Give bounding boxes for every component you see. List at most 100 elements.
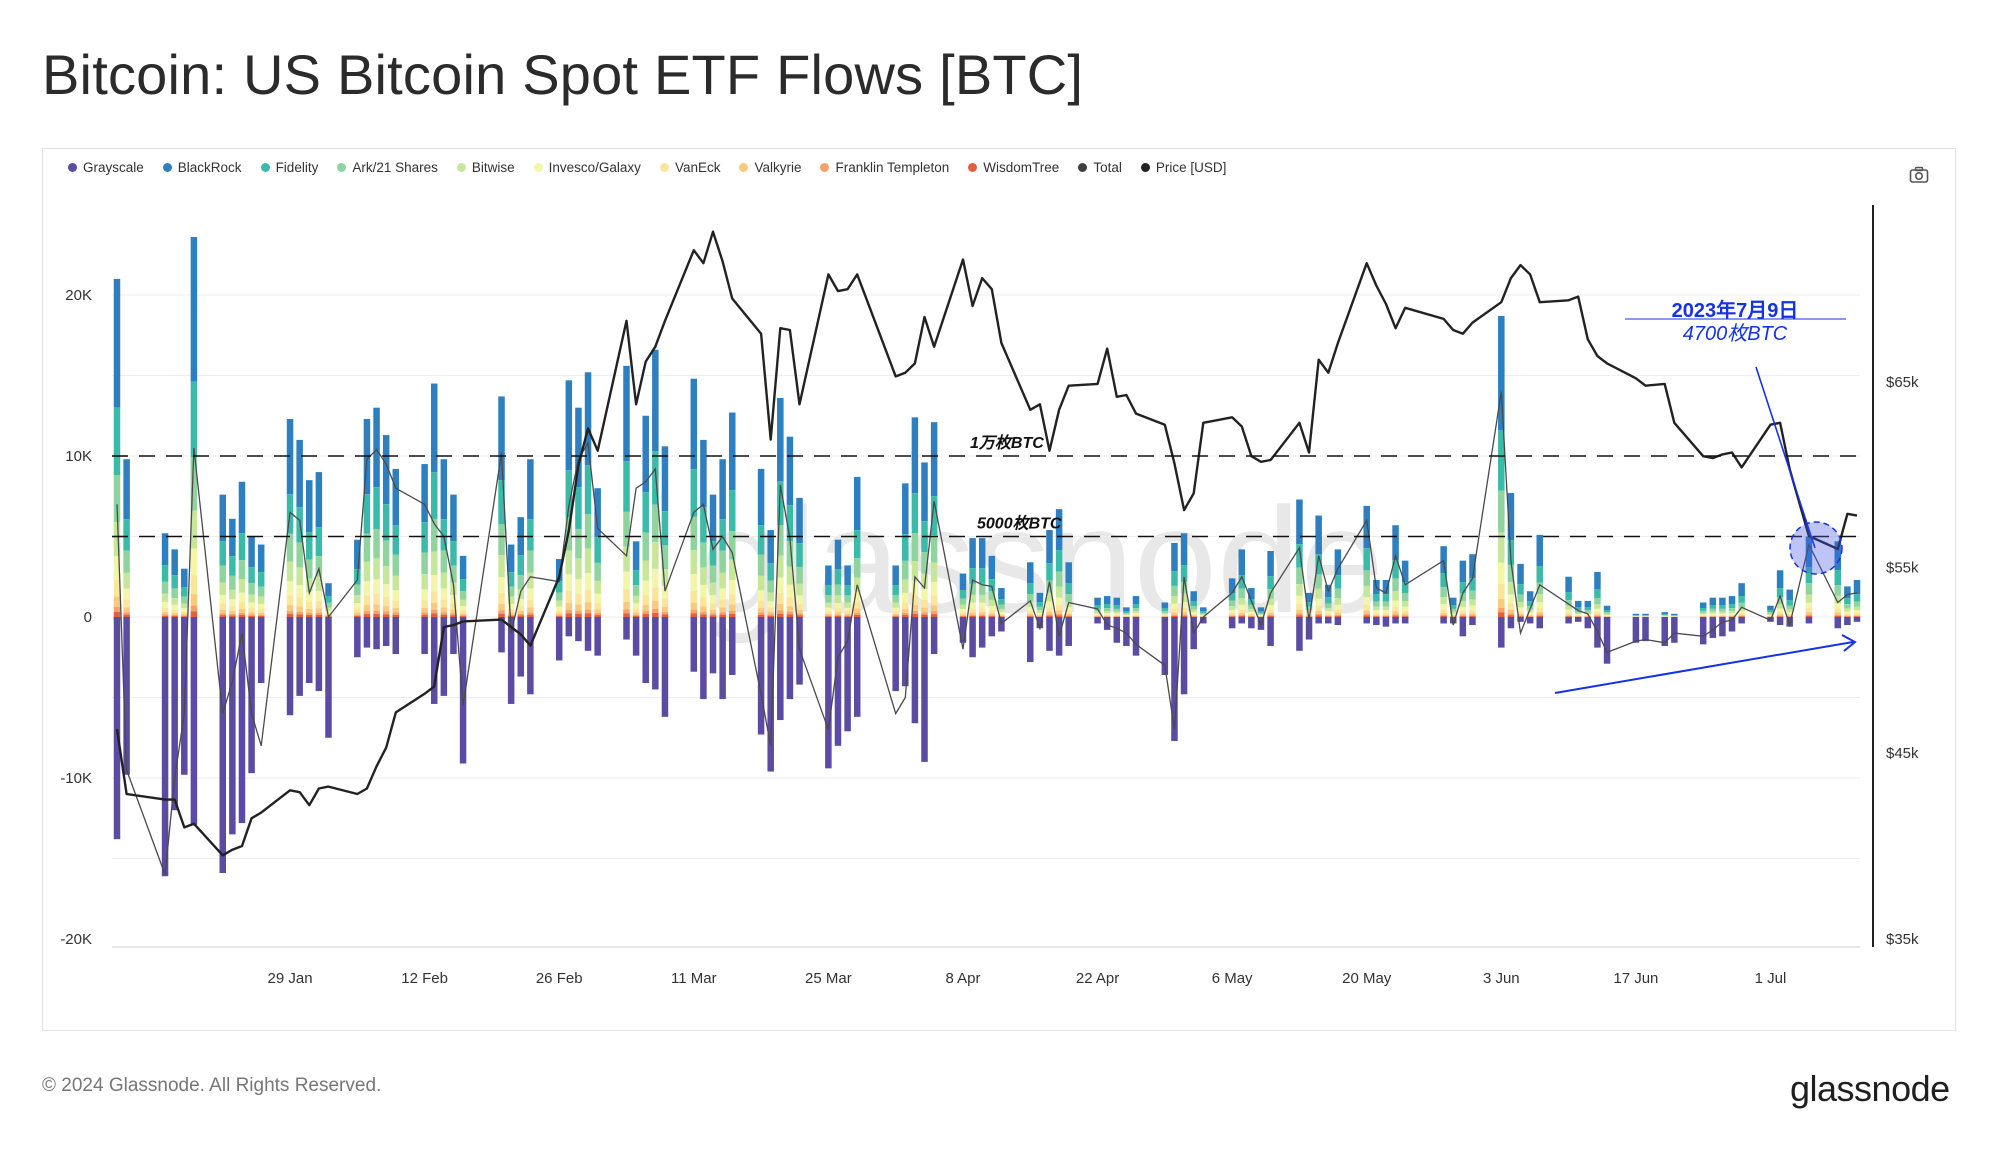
bar-segment [1719,605,1726,609]
bar-segment [113,606,121,612]
bar-segment-blackrock [757,468,765,526]
bar-segment [181,616,188,618]
bar-segment [642,560,649,581]
legend-item[interactable]: Franklin Templeton [820,160,949,175]
bar-segment [728,610,736,614]
bar-segment [527,572,534,589]
bar-segment [988,579,996,592]
bar-segment-blackrock [1315,515,1322,555]
bar-segment [1171,608,1178,613]
bar-segment [1632,615,1640,616]
bar-segment [786,566,794,585]
bar-segment [1392,611,1399,615]
bar-segment [998,608,1005,612]
bar-segment [565,550,573,575]
bar-segment [584,602,592,610]
x-tick-label: 6 May [1212,970,1253,987]
bar-segment-blackrock [1507,493,1515,541]
bar-segment [709,582,717,595]
bar-segment-grayscale [1238,617,1246,624]
bar-segment [1113,605,1121,609]
legend-item[interactable]: Invesco/Galaxy [533,160,641,175]
bar-segment [1719,611,1726,614]
bar-segment-grayscale [229,617,236,835]
bar-segment-blackrock [902,483,909,535]
bar-segment [584,613,592,620]
bar-segment [1776,597,1784,604]
bar-segment [392,590,400,601]
bar-segment-grayscale [1498,617,1505,648]
bar-segment [171,598,178,605]
bar-segment-blackrock [1267,550,1274,577]
legend-item[interactable]: Valkyrie [739,160,801,175]
bar-segment [1786,615,1793,617]
legend-label: BlackRock [177,160,242,175]
bar-segment [1738,615,1745,617]
bar-segment [555,606,563,611]
bar-segment [1834,614,1842,616]
bar-segment [1228,610,1236,613]
bar-segment [440,572,448,589]
bar-segment [1565,614,1572,616]
bar-segment [123,612,130,615]
bar-segment [777,577,784,593]
bar-segment [229,599,236,607]
bar-segment [757,612,765,615]
bar-segment [430,574,438,592]
legend-item[interactable]: Fidelity [260,160,318,175]
bar-segment [728,604,736,611]
bar-segment [642,492,649,533]
bar-segment [1440,597,1447,605]
bar-segment [1171,614,1178,616]
legend-item[interactable]: Total [1078,160,1122,175]
bar-segment [1382,612,1390,615]
bar-segment-blackrock [1565,576,1572,593]
bar-segment [161,565,169,582]
bar-segment-blackrock [623,365,630,462]
bar-segment [238,612,246,615]
bar-segment [1574,607,1582,611]
bar-segment [777,481,784,526]
legend-item[interactable]: Bitwise [456,160,515,175]
bar-segment [1132,613,1140,615]
bar-segment-blackrock [161,533,169,566]
bar-segment-grayscale [161,617,169,877]
bar-segment-grayscale [498,617,505,653]
bar-segment [1027,594,1034,602]
bar-segment [1382,616,1390,618]
bar-segment-blackrock [373,407,380,488]
legend-item[interactable]: VanEck [659,160,720,175]
bar-segment-blackrock [1767,605,1774,611]
bar-segment [594,615,601,619]
bar-segment-grayscale [382,617,390,646]
bar-segment-grayscale [1728,617,1736,632]
bar-segment [575,593,582,605]
bar-segment [229,614,236,616]
legend-item[interactable]: WisdomTree [968,160,1059,175]
bar-segment-grayscale [690,617,698,672]
legend-label: WisdomTree [983,160,1060,175]
bar-segment [786,505,794,542]
bar-segment [286,611,294,615]
bar-segment [171,615,178,618]
bar-segment [517,575,525,590]
bar-segment [306,612,313,615]
bar-segment [1507,609,1515,614]
bar-segment-grayscale [988,617,996,637]
legend-item[interactable]: Grayscale [68,160,144,175]
legend-item[interactable]: Price [USD] [1140,160,1226,175]
legend-item[interactable]: Ark/21 Shares [337,160,438,175]
bar-segment [1315,613,1322,616]
bar-segment-grayscale [969,617,976,658]
bar-segment-grayscale [767,617,774,772]
legend-dot-icon [1140,163,1150,172]
trend-arrow-head [1841,634,1857,652]
bar-segment [911,561,919,582]
bar-segment-grayscale [921,617,928,762]
bar-segment [1325,607,1332,612]
legend-item[interactable]: BlackRock [162,160,242,175]
bar-segment-grayscale [1228,617,1236,629]
camera-icon[interactable] [1909,166,1929,184]
bar-segment-grayscale [1574,617,1582,622]
bar-segment [1526,616,1534,618]
